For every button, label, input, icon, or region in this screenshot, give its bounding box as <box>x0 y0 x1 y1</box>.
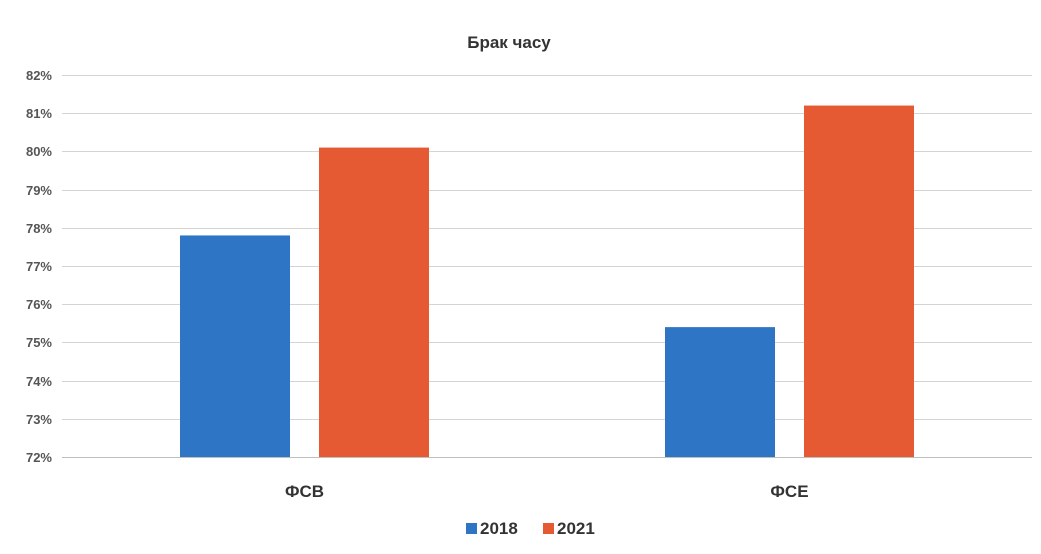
bars <box>180 105 914 457</box>
y-axis-ticks: 72% 73% 74% 75% 76% 77% 78% 79% 80% 81% 82% <box>26 68 52 465</box>
y-tick-label: 81% <box>26 106 52 121</box>
bar-2018-ФСЕ <box>665 327 775 457</box>
y-tick-label: 77% <box>26 259 52 274</box>
y-tick-label: 78% <box>26 221 52 236</box>
y-tick-label: 80% <box>26 144 52 159</box>
legend: 2018 2021 <box>466 519 595 538</box>
y-tick-label: 72% <box>26 450 52 465</box>
legend-swatch-2021 <box>543 523 554 534</box>
y-tick-label: 79% <box>26 183 52 198</box>
bar-2021-ФСЕ <box>804 105 914 457</box>
y-tick-label: 73% <box>26 412 52 427</box>
legend-swatch-2018 <box>466 523 477 534</box>
legend-label-2021: 2021 <box>557 519 595 538</box>
y-tick-label: 82% <box>26 68 52 83</box>
chart-title: Брак часу <box>467 33 551 52</box>
x-tick-label: ФСЕ <box>770 482 808 501</box>
y-tick-label: 76% <box>26 297 52 312</box>
bar-2021-ФСВ <box>319 147 429 457</box>
y-tick-label: 75% <box>26 335 52 350</box>
legend-label-2018: 2018 <box>480 519 518 538</box>
x-tick-label: ФСВ <box>285 482 324 501</box>
y-tick-label: 74% <box>26 374 52 389</box>
bar-2018-ФСВ <box>180 235 290 457</box>
x-axis-ticks: ФСВ ФСЕ <box>285 482 809 501</box>
